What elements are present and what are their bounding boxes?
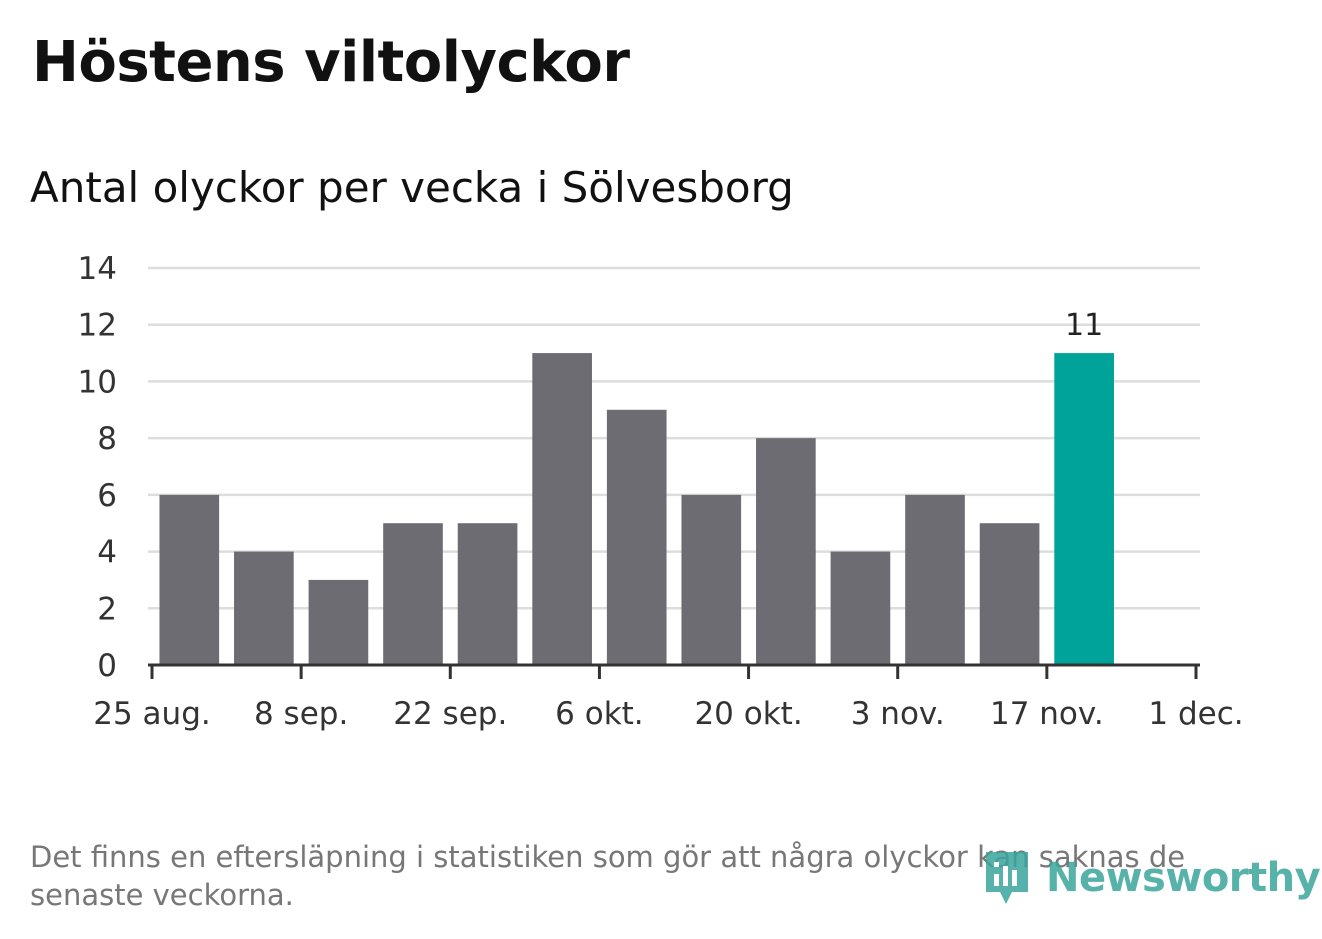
newsworthy-logo: Newsworthy xyxy=(982,848,1321,908)
bar-chart: 0 2 4 6 8 10 12 14 25 aug. 8 sep. 22 sep. 6 okt. 20… xyxy=(78,251,1244,732)
chart-subtitle: Antal olyckor per vecka i Sölvesborg xyxy=(30,163,794,212)
bar xyxy=(681,494,742,665)
bar xyxy=(308,579,369,665)
y-tick-label: 12 xyxy=(78,308,117,344)
x-tick-label: 20 okt. xyxy=(694,696,802,732)
bar xyxy=(457,523,518,665)
x-tick-label: 22 sep. xyxy=(393,696,507,732)
y-tick-label: 6 xyxy=(97,478,117,514)
bar xyxy=(234,551,294,665)
bar xyxy=(159,494,220,665)
x-axis-labels: 25 aug. 8 sep. 22 sep. 6 okt. 20 okt. 3 nov. 1… xyxy=(93,696,1243,732)
data-label: 11 xyxy=(1065,308,1103,343)
chart-title: Höstens viltolyckor xyxy=(32,30,630,95)
x-tick-label: 1 dec. xyxy=(1148,696,1243,732)
x-tick-label: 3 nov. xyxy=(851,696,945,732)
y-axis-labels: 0 2 4 6 8 10 12 14 xyxy=(78,251,117,684)
x-tick-label: 25 aug. xyxy=(93,696,210,732)
y-tick-label: 0 xyxy=(97,648,117,684)
x-tick-label: 17 nov. xyxy=(990,696,1104,732)
logo-text: Newsworthy xyxy=(1046,855,1321,901)
y-tick-label: 2 xyxy=(97,591,117,627)
bar xyxy=(383,523,443,665)
bar xyxy=(979,523,1040,665)
data-labels: 11 xyxy=(1065,308,1103,343)
y-tick-label: 4 xyxy=(97,535,117,571)
x-axis xyxy=(148,663,1200,679)
x-tick-label: 8 sep. xyxy=(254,696,348,732)
gridlines xyxy=(148,266,1200,610)
bar-highlight xyxy=(1054,353,1114,665)
bar xyxy=(532,353,592,665)
x-tick-label: 6 okt. xyxy=(555,696,644,732)
bars xyxy=(159,353,1114,665)
bar xyxy=(830,551,891,665)
bar xyxy=(905,494,965,665)
y-tick-label: 10 xyxy=(78,364,117,400)
newsworthy-logo-icon xyxy=(986,852,1028,904)
bar xyxy=(606,409,667,665)
y-tick-label: 14 xyxy=(78,251,117,287)
bar xyxy=(756,438,816,665)
y-tick-label: 8 xyxy=(97,421,117,457)
